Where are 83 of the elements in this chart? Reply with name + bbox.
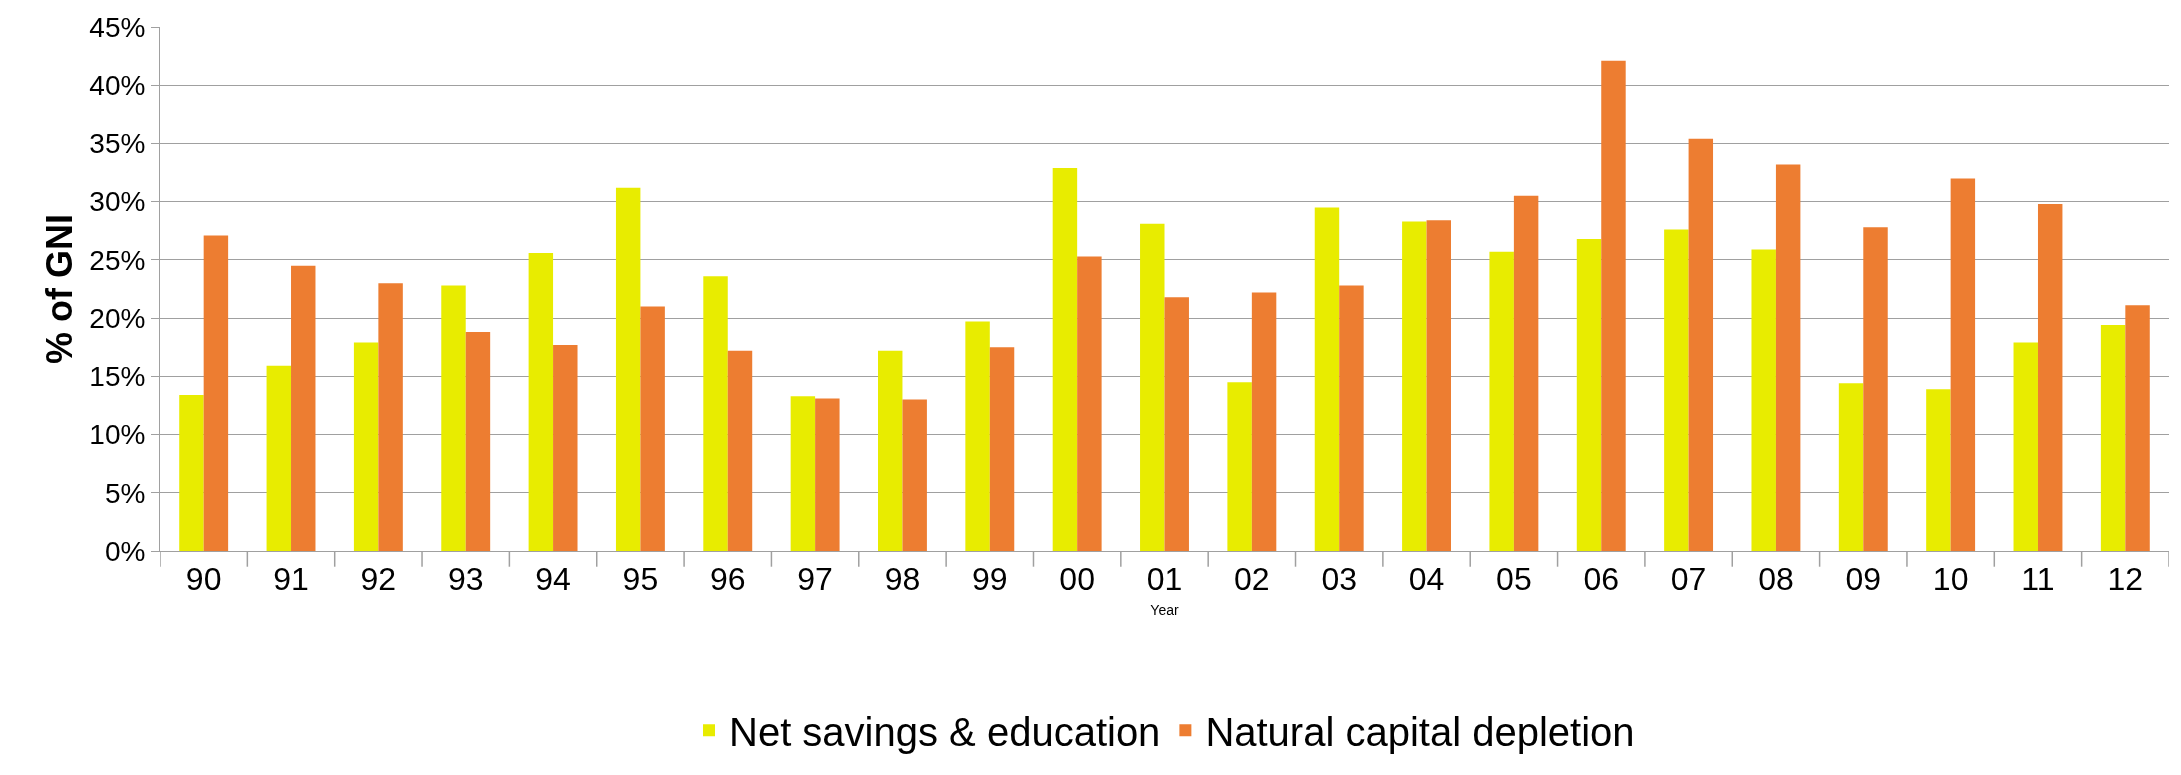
x-tick-label: 11 — [2021, 561, 2055, 598]
bar — [528, 252, 554, 551]
x-tick-label: 08 — [1758, 561, 1794, 598]
x-tick-label: 10 — [1932, 561, 1969, 598]
y-tick-label: 0% — [104, 535, 146, 567]
x-tick-label: 04 — [1408, 561, 1445, 598]
bar — [1489, 251, 1514, 551]
x-tick-label: 91 — [273, 561, 309, 598]
bar — [1339, 285, 1364, 551]
bar — [640, 306, 665, 551]
x-tick-label: 90 — [185, 561, 222, 598]
x-tick-label: 12 — [2107, 561, 2144, 598]
bar — [1164, 297, 1189, 551]
bar — [703, 276, 728, 551]
x-tick-label: 01 — [1146, 561, 1183, 598]
bar — [2125, 305, 2150, 551]
bar — [291, 265, 316, 551]
y-tick-label: 25% — [89, 244, 146, 276]
bar — [353, 342, 379, 551]
bar — [1601, 60, 1626, 551]
bar — [1426, 220, 1451, 551]
bar — [2100, 325, 2126, 551]
x-tick-label: 92 — [360, 561, 397, 598]
bar — [2037, 204, 2063, 551]
bar — [989, 347, 1015, 551]
bar — [1751, 249, 1776, 551]
bar — [1838, 383, 1864, 551]
bar — [815, 398, 840, 551]
y-tick-label: 45% — [89, 11, 146, 43]
y-axis-title: % of GNI — [39, 214, 81, 364]
y-tick-label: 15% — [89, 361, 146, 393]
x-tick-label: 98 — [884, 561, 921, 598]
bar — [378, 283, 403, 551]
y-tick-label: 5% — [104, 477, 146, 509]
x-tick-label: 03 — [1321, 561, 1357, 598]
bar — [965, 321, 990, 551]
bar — [1251, 292, 1277, 551]
bar — [727, 350, 753, 551]
y-tick-label: 35% — [89, 128, 146, 160]
bar — [1863, 227, 1888, 551]
bar — [553, 344, 578, 551]
bar — [790, 396, 816, 551]
bar — [465, 332, 491, 551]
bar — [1664, 229, 1689, 551]
y-tick-label: 40% — [89, 70, 146, 102]
bar — [1950, 178, 1976, 551]
bar — [1688, 138, 1714, 551]
x-tick-label: 02 — [1234, 561, 1270, 598]
x-tick-label: 05 — [1496, 561, 1532, 598]
bar — [1077, 256, 1102, 551]
bar — [441, 285, 466, 551]
bar — [1052, 167, 1078, 551]
y-tick-label: 20% — [89, 302, 146, 334]
bar — [203, 235, 229, 551]
bar — [1402, 221, 1427, 551]
bar — [902, 399, 927, 551]
x-tick-label: 09 — [1845, 561, 1882, 598]
x-axis-title: Year — [1150, 601, 1179, 618]
x-tick-label: 93 — [447, 561, 484, 598]
x-tick-label: 95 — [622, 561, 659, 598]
x-tick-label: 97 — [797, 561, 833, 598]
bar — [1576, 238, 1602, 551]
bar — [179, 394, 204, 551]
x-tick-label: 00 — [1059, 561, 1095, 598]
bar — [1513, 195, 1539, 551]
bar — [1926, 389, 1951, 551]
bar — [1227, 382, 1252, 551]
bar — [615, 187, 641, 551]
bar — [2013, 342, 2038, 551]
bar — [878, 350, 903, 551]
x-tick-label: 06 — [1583, 561, 1620, 598]
bar — [1775, 164, 1801, 551]
legend-label: Net savings & education — [729, 709, 1161, 754]
legend-label: Natural capital depletion — [1205, 709, 1635, 754]
y-tick-label: 10% — [89, 419, 146, 451]
bar — [266, 365, 292, 551]
x-tick-label: 07 — [1670, 561, 1707, 598]
bar — [1140, 223, 1165, 551]
x-tick-label: 96 — [709, 561, 746, 598]
x-tick-label: 94 — [535, 561, 571, 598]
x-tick-label: 99 — [972, 561, 1008, 598]
bar — [1314, 207, 1340, 551]
y-tick-label: 30% — [89, 186, 146, 218]
